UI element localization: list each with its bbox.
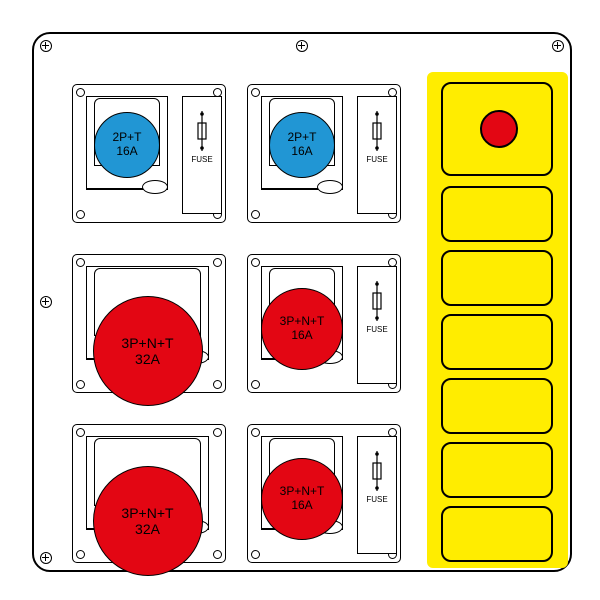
socket-type-text: 2P+T — [270, 131, 334, 145]
outlet-c2: 3P+N+T16A FUSE — [247, 424, 402, 564]
panel-screw-icon — [552, 40, 564, 52]
socket-connector[interactable]: 2P+T16A — [94, 112, 160, 178]
socket-amps-text: 16A — [262, 329, 342, 343]
mounting-screw-icon — [251, 258, 260, 267]
socket-connector[interactable]: 3P+N+T16A — [261, 458, 343, 540]
mounting-screw-icon — [213, 550, 222, 559]
socket-rating-label: 3P+N+T16A — [262, 315, 342, 343]
mounting-screw-icon — [76, 428, 85, 437]
socket-type-text: 3P+N+T — [262, 315, 342, 329]
breaker-slot — [441, 442, 553, 498]
socket-type-text: 3P+N+T — [94, 505, 202, 521]
mounting-screw-icon — [251, 428, 260, 437]
panel-screw-icon — [296, 40, 308, 52]
mounting-screw-icon — [213, 258, 222, 267]
fuse-holder: FUSE — [357, 266, 397, 384]
breaker-slot — [441, 378, 553, 434]
mounting-screw-icon — [251, 88, 260, 97]
outlet-a1: 2P+T16A FUSE — [72, 84, 227, 224]
socket-rating-label: 2P+T16A — [95, 131, 159, 159]
socket-type-text: 3P+N+T — [262, 485, 342, 499]
socket-amps-text: 16A — [270, 145, 334, 159]
outlet-c1: 3P+N+T32A — [72, 424, 227, 564]
socket-connector[interactable]: 2P+T16A — [269, 112, 335, 178]
panel-screw-icon — [40, 296, 52, 308]
flap-spring-icon — [142, 180, 168, 194]
mounting-screw-icon — [76, 210, 85, 219]
mounting-screw-icon — [76, 550, 85, 559]
breaker-slot — [441, 314, 553, 370]
panel-screw-icon — [40, 552, 52, 564]
socket-rating-label: 3P+N+T32A — [94, 505, 202, 537]
breaker-slot — [441, 250, 553, 306]
fuse-icon — [370, 111, 384, 156]
outlet-b2: 3P+N+T16A FUSE — [247, 254, 402, 394]
distribution-panel: 2P+T16AFUSE2P+T16AFUSE3P+N+T32A3P+N+T16A… — [32, 32, 572, 572]
fuse-icon — [370, 451, 384, 496]
emergency-stop-button[interactable] — [480, 110, 518, 148]
mounting-screw-icon — [251, 550, 260, 559]
socket-connector[interactable]: 3P+N+T16A — [261, 288, 343, 370]
fuse-label: FUSE — [358, 325, 396, 334]
estop-frame — [441, 82, 553, 176]
mounting-screw-icon — [251, 210, 260, 219]
outlet-b1: 3P+N+T32A — [72, 254, 227, 394]
fuse-label: FUSE — [358, 155, 396, 164]
fuse-holder: FUSE — [357, 96, 397, 214]
fuse-holder: FUSE — [182, 96, 222, 214]
flap-spring-icon — [317, 180, 343, 194]
breaker-slot — [441, 186, 553, 242]
socket-type-text: 2P+T — [95, 131, 159, 145]
mounting-screw-icon — [213, 380, 222, 389]
control-panel — [427, 72, 568, 568]
panel-screw-icon — [40, 40, 52, 52]
mounting-screw-icon — [76, 258, 85, 267]
socket-type-text: 3P+N+T — [94, 335, 202, 351]
socket-connector[interactable]: 3P+N+T32A — [93, 296, 203, 406]
mounting-screw-icon — [76, 380, 85, 389]
mounting-screw-icon — [251, 380, 260, 389]
outlet-a2: 2P+T16A FUSE — [247, 84, 402, 224]
breaker-slot — [441, 506, 553, 562]
socket-amps-text: 16A — [262, 499, 342, 513]
socket-rating-label: 3P+N+T32A — [94, 335, 202, 367]
socket-amps-text: 16A — [95, 145, 159, 159]
socket-rating-label: 2P+T16A — [270, 131, 334, 159]
fuse-icon — [195, 111, 209, 156]
socket-amps-text: 32A — [94, 521, 202, 537]
mounting-screw-icon — [76, 88, 85, 97]
mounting-screw-icon — [213, 428, 222, 437]
socket-connector[interactable]: 3P+N+T32A — [93, 466, 203, 576]
socket-amps-text: 32A — [94, 351, 202, 367]
fuse-label: FUSE — [358, 495, 396, 504]
fuse-holder: FUSE — [357, 436, 397, 554]
fuse-icon — [370, 281, 384, 326]
fuse-label: FUSE — [183, 155, 221, 164]
socket-rating-label: 3P+N+T16A — [262, 485, 342, 513]
